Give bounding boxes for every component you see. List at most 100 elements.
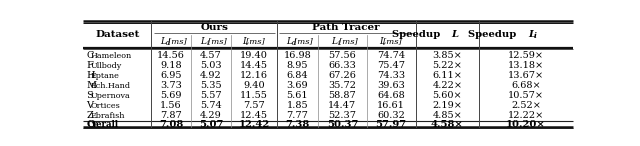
Text: 12.42: 12.42 xyxy=(238,120,269,130)
Text: 13.18×: 13.18× xyxy=(508,61,544,70)
Text: L: L xyxy=(242,37,248,46)
Text: 12.16: 12.16 xyxy=(240,71,268,80)
Text: 74.33: 74.33 xyxy=(377,71,405,80)
Text: 10.57×: 10.57× xyxy=(508,91,544,100)
Text: [ms]: [ms] xyxy=(339,37,358,45)
Text: 9.40: 9.40 xyxy=(243,81,265,90)
Text: 50.37: 50.37 xyxy=(326,120,358,130)
Text: Ullbody: Ullbody xyxy=(91,62,122,70)
Text: 75.47: 75.47 xyxy=(377,61,405,70)
Text: 5.07: 5.07 xyxy=(199,120,223,130)
Text: 5.22×: 5.22× xyxy=(433,61,462,70)
Text: 6.11×: 6.11× xyxy=(433,71,462,80)
Text: 4.29: 4.29 xyxy=(200,111,222,120)
Text: 57.56: 57.56 xyxy=(328,51,356,60)
Text: 7.87: 7.87 xyxy=(160,111,182,120)
Text: 14.47: 14.47 xyxy=(328,101,356,110)
Text: 5.03: 5.03 xyxy=(200,61,222,70)
Text: 4.22×: 4.22× xyxy=(433,81,462,90)
Text: 66.33: 66.33 xyxy=(328,61,356,70)
Text: 74.74: 74.74 xyxy=(377,51,405,60)
Text: Upernova: Upernova xyxy=(91,92,131,100)
Text: L: L xyxy=(160,37,166,46)
Text: i: i xyxy=(338,39,340,47)
Text: 16.98: 16.98 xyxy=(284,51,311,60)
Text: L: L xyxy=(287,37,292,46)
Text: d: d xyxy=(166,39,170,47)
Text: Ortices: Ortices xyxy=(91,102,120,110)
Text: [ms]: [ms] xyxy=(208,37,227,45)
Text: Eptane: Eptane xyxy=(91,72,120,80)
Text: 5.74: 5.74 xyxy=(200,101,222,110)
Text: L: L xyxy=(379,37,385,46)
Text: 5.69: 5.69 xyxy=(160,91,182,100)
Text: 57.97: 57.97 xyxy=(376,120,407,130)
Text: Path Tracer: Path Tracer xyxy=(312,23,380,32)
Text: 19.40: 19.40 xyxy=(240,51,268,60)
Text: Speedup: Speedup xyxy=(468,30,520,39)
Text: 2.52×: 2.52× xyxy=(511,101,541,110)
Text: L: L xyxy=(452,30,459,39)
Text: 3.69: 3.69 xyxy=(287,81,308,90)
Text: 4.58×: 4.58× xyxy=(431,120,464,130)
Text: 1.85: 1.85 xyxy=(287,101,308,110)
Text: 1.56: 1.56 xyxy=(160,101,182,110)
Text: O: O xyxy=(86,120,95,130)
Text: 13.67×: 13.67× xyxy=(508,71,544,80)
Text: [ms]: [ms] xyxy=(294,37,313,45)
Text: 5.61: 5.61 xyxy=(287,91,308,100)
Text: 6.84: 6.84 xyxy=(287,71,308,80)
Text: 10.20×: 10.20× xyxy=(506,120,546,130)
Text: V: V xyxy=(86,101,93,110)
Text: 14.56: 14.56 xyxy=(157,51,185,60)
Text: [ms]: [ms] xyxy=(168,37,187,45)
Text: [ms]: [ms] xyxy=(383,37,402,45)
Text: 3.73: 3.73 xyxy=(160,81,182,90)
Text: 11.55: 11.55 xyxy=(240,91,268,100)
Text: 64.68: 64.68 xyxy=(378,91,405,100)
Text: 12.45: 12.45 xyxy=(240,111,268,120)
Text: 4.85×: 4.85× xyxy=(433,111,462,120)
Text: Hameleon: Hameleon xyxy=(91,52,132,60)
Text: 5.60×: 5.60× xyxy=(433,91,462,100)
Text: M: M xyxy=(86,81,97,90)
Text: Ebrafish: Ebrafish xyxy=(91,112,125,120)
Text: Dataset: Dataset xyxy=(95,30,140,39)
Text: 60.32: 60.32 xyxy=(377,111,405,120)
Text: F: F xyxy=(86,61,93,70)
Text: 4.57: 4.57 xyxy=(200,51,222,60)
Text: 12.22×: 12.22× xyxy=(508,111,544,120)
Text: i: i xyxy=(534,32,537,40)
Text: 35.72: 35.72 xyxy=(328,81,356,90)
Text: Z: Z xyxy=(86,111,93,120)
Text: 12.59×: 12.59× xyxy=(508,51,544,60)
Text: 67.26: 67.26 xyxy=(328,71,356,80)
Text: 7.77: 7.77 xyxy=(287,111,308,120)
Text: H: H xyxy=(86,71,95,80)
Text: d: d xyxy=(292,39,296,47)
Text: L: L xyxy=(332,37,337,46)
Text: 5.57: 5.57 xyxy=(200,91,222,100)
Text: 5.35: 5.35 xyxy=(200,81,222,90)
Text: [ms]: [ms] xyxy=(246,37,265,45)
Text: 39.63: 39.63 xyxy=(377,81,405,90)
Text: verall: verall xyxy=(92,120,118,130)
Text: 3.85×: 3.85× xyxy=(433,51,462,60)
Text: L: L xyxy=(200,37,206,46)
Text: 6.68×: 6.68× xyxy=(511,81,541,90)
Text: Ech.Hand: Ech.Hand xyxy=(91,82,131,90)
Text: i: i xyxy=(207,39,209,47)
Text: 14.45: 14.45 xyxy=(240,61,268,70)
Text: S: S xyxy=(86,91,93,100)
Text: 16.61: 16.61 xyxy=(377,101,405,110)
Text: 7.08: 7.08 xyxy=(159,120,183,130)
Text: 4.92: 4.92 xyxy=(200,71,222,80)
Text: 52.37: 52.37 xyxy=(328,111,356,120)
Text: 7.38: 7.38 xyxy=(285,120,310,130)
Text: L: L xyxy=(529,30,536,39)
Text: 58.87: 58.87 xyxy=(328,91,356,100)
Text: Ours: Ours xyxy=(200,23,228,32)
Text: C: C xyxy=(86,51,93,60)
Text: Speedup: Speedup xyxy=(392,30,444,39)
Text: 7.57: 7.57 xyxy=(243,101,265,110)
